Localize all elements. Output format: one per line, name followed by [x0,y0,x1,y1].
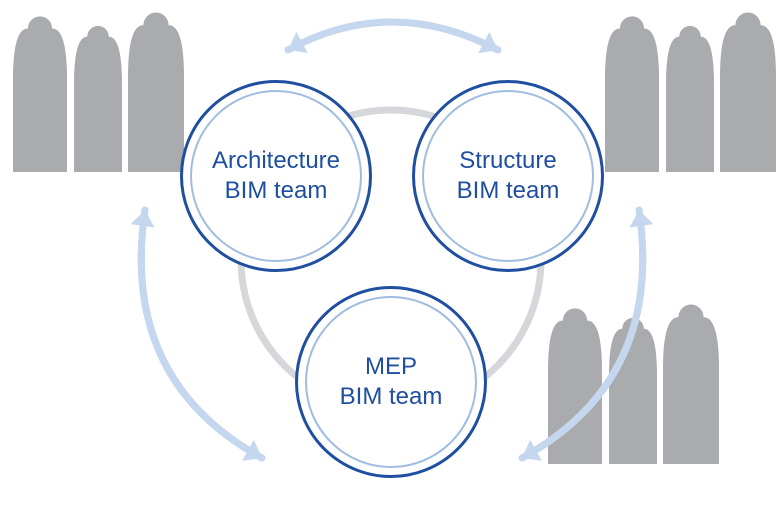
flow-arrow-head-icon [629,210,653,228]
person-icon [548,308,602,464]
person-icon [74,26,122,172]
people-group [605,13,776,172]
person-icon [609,318,657,464]
flow-arrow-head-icon [131,210,155,228]
person-icon [13,16,67,172]
team-node-mep: MEP BIM team [295,286,487,478]
flow-arrow-head-icon [522,440,542,461]
people-group [13,13,184,172]
flow-arrow-head-icon [242,440,262,461]
team-node-inner-ring [422,90,594,262]
people-group [548,305,719,464]
team-node-inner-ring [305,296,477,468]
team-node-struct: Structure BIM team [412,80,604,272]
person-icon [720,13,776,172]
flow-arrow-head-icon [288,32,308,53]
person-icon [605,16,659,172]
flow-arrow-head-icon [478,32,498,53]
diagram-stage: Architecture BIM teamStructure BIM teamM… [0,0,782,520]
flow-arrow [288,22,498,50]
person-icon [666,26,714,172]
flow-arrow [288,22,498,50]
team-node-inner-ring [190,90,362,262]
team-node-arch: Architecture BIM team [180,80,372,272]
person-icon [128,13,184,172]
person-icon [663,305,719,464]
